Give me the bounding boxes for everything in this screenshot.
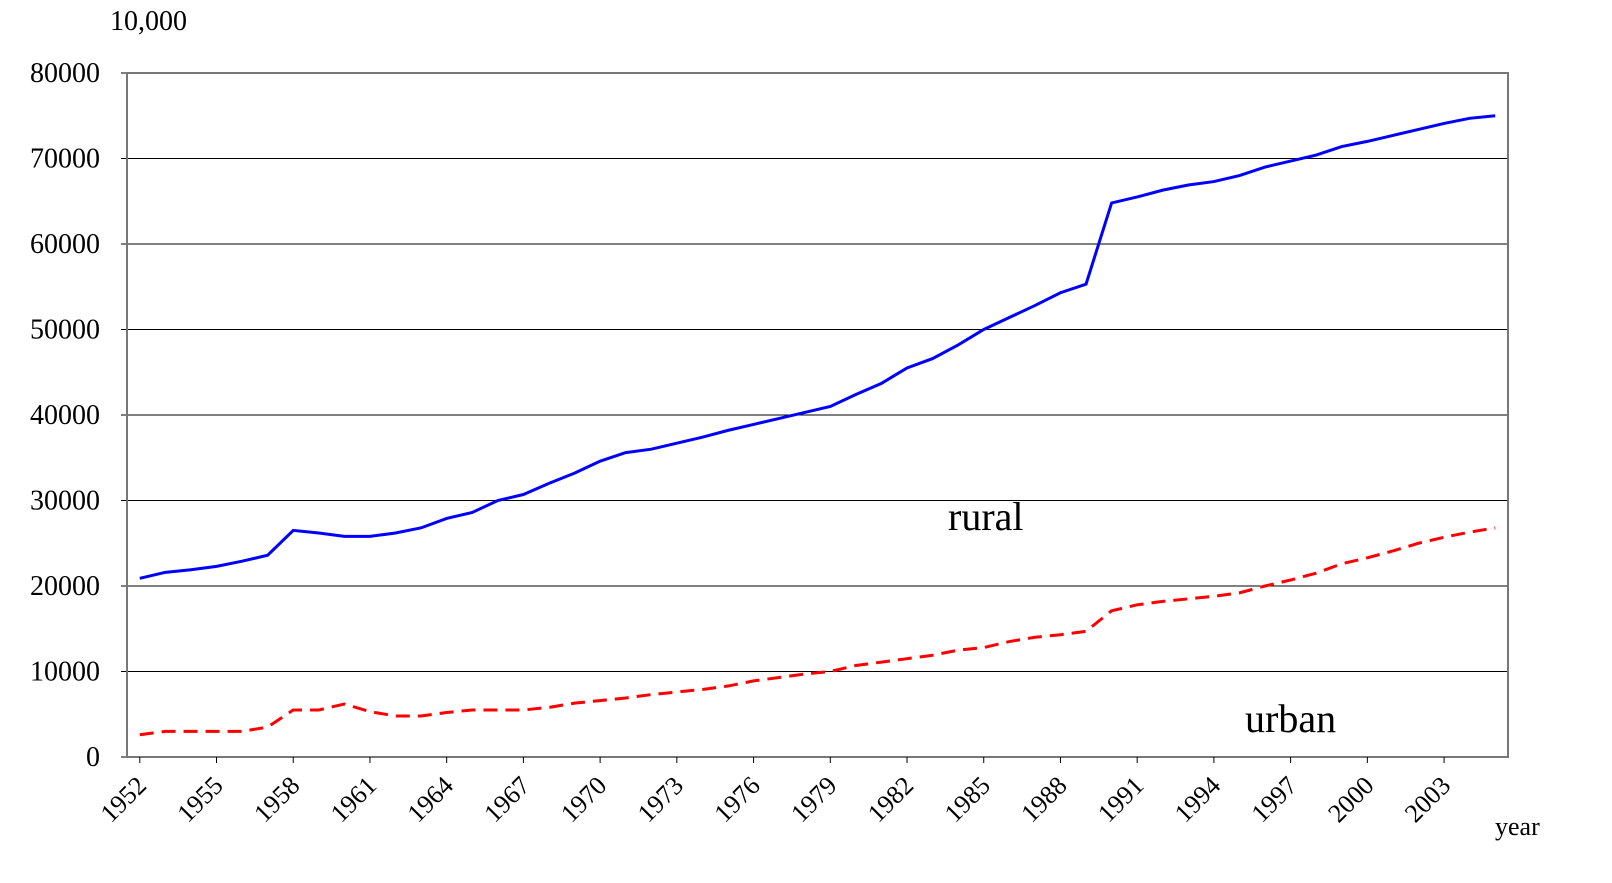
y-tick-label: 50000 xyxy=(30,315,100,346)
x-tick-label: 1979 xyxy=(785,771,842,828)
x-tick-label: 1982 xyxy=(862,771,919,828)
plot-frame xyxy=(126,72,1509,758)
y-tick-label: 0 xyxy=(86,742,100,773)
x-tick-label: 1976 xyxy=(709,771,766,828)
y-tick-label: 70000 xyxy=(30,144,100,175)
x-tick-label: 1961 xyxy=(325,771,382,828)
x-tick-label: 1967 xyxy=(478,771,535,828)
x-tick-label: 1955 xyxy=(171,771,228,828)
x-tick-label: 1997 xyxy=(1246,771,1303,828)
x-tick-label: 2003 xyxy=(1399,771,1456,828)
y-tick-label: 60000 xyxy=(30,229,100,260)
series-label: rural xyxy=(948,494,1024,539)
series-line xyxy=(139,114,1496,580)
x-tick-label: 1985 xyxy=(939,771,996,828)
x-tick-label: 1970 xyxy=(555,771,612,828)
x-tick-label: 1973 xyxy=(632,771,689,828)
y-tick-label: 80000 xyxy=(30,58,100,89)
x-tick-label: 1994 xyxy=(1169,771,1226,828)
y-tick-label: 10000 xyxy=(30,657,100,688)
x-tick-label: 2000 xyxy=(1322,771,1379,828)
x-tick-label: 1964 xyxy=(402,771,459,828)
y-unit-label: 10,000 xyxy=(110,6,187,37)
y-tick-label: 30000 xyxy=(30,486,100,517)
x-tick-label: 1988 xyxy=(1015,771,1072,828)
x-tick-label: 1952 xyxy=(95,771,152,828)
y-tick-label: 20000 xyxy=(30,571,100,602)
series-label: urban xyxy=(1245,696,1336,741)
y-tick-label: 40000 xyxy=(30,400,100,431)
x-tick-label: 1958 xyxy=(248,771,305,828)
series-line xyxy=(139,526,1496,737)
x-tick-label: 1991 xyxy=(1092,771,1149,828)
x-axis-label: year xyxy=(1495,812,1540,841)
